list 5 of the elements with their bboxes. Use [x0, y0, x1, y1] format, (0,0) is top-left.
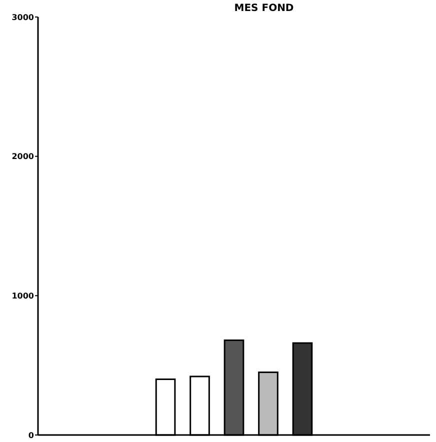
y-tick-label: 1000: [12, 291, 34, 300]
y-tick-label: 3000: [12, 12, 34, 22]
y-tick-label: 0: [28, 430, 34, 440]
y-tick-label: 2000: [12, 152, 34, 162]
chart-title: MES FOND: [234, 3, 294, 14]
